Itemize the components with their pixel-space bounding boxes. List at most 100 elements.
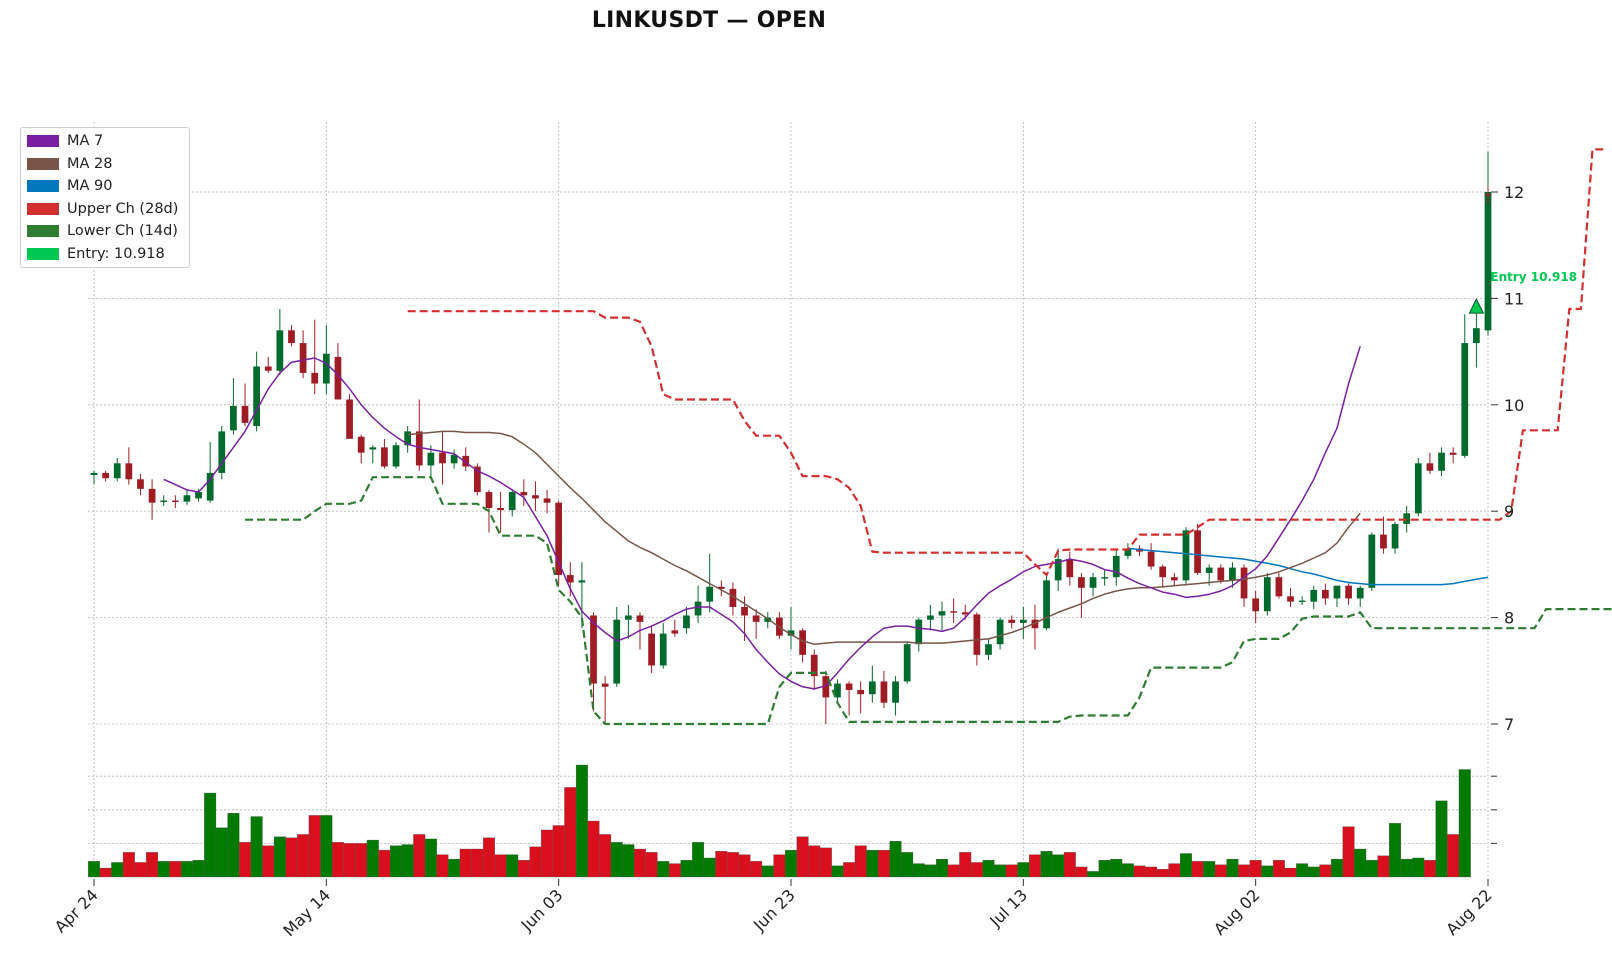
candle-body <box>450 454 458 464</box>
volume-bar <box>1238 864 1251 878</box>
candle-body <box>439 452 446 464</box>
candle-body <box>90 472 98 476</box>
candle-body <box>927 615 934 620</box>
volume-bar <box>924 864 937 878</box>
candle-body <box>1310 589 1318 602</box>
volume-bar <box>1203 861 1216 878</box>
chart-legend: MA 7 MA 28 MA 90 Upper Ch (28d) Lower Ch (14… <box>20 127 190 268</box>
volume-bar <box>1168 863 1181 878</box>
candle-body <box>253 366 261 427</box>
candle-body <box>171 500 179 502</box>
candle-body <box>160 500 168 502</box>
candle-body <box>218 431 226 473</box>
volume-bar <box>1040 851 1053 878</box>
legend-label: Upper Ch (28d) <box>67 200 179 217</box>
candle-body <box>659 633 667 666</box>
candle-body <box>1380 534 1387 549</box>
volume-bar <box>390 845 402 878</box>
volume-bar <box>436 854 449 878</box>
volume-bar <box>483 837 495 878</box>
candle-body <box>1031 619 1039 629</box>
candle-body <box>1089 577 1097 588</box>
volume-bar <box>366 839 379 878</box>
candle-body <box>1229 567 1236 581</box>
ma90-line <box>1127 547 1489 586</box>
volume-bar <box>506 854 519 878</box>
candle-body <box>996 619 1004 645</box>
candle-body <box>578 580 586 583</box>
candle-body <box>1333 585 1341 599</box>
candle-body <box>508 492 516 511</box>
volume-bar <box>796 836 809 878</box>
candle-body <box>264 366 272 371</box>
candle-body <box>787 630 795 636</box>
volume-bar <box>378 849 391 878</box>
volume-bar <box>308 815 321 878</box>
candle-body <box>125 463 133 480</box>
x-tick-label: Aug 22 <box>1442 885 1496 939</box>
candle-body <box>857 689 865 695</box>
volume-bar <box>1377 855 1390 878</box>
volume-bar <box>657 861 670 878</box>
volume-bar <box>552 825 565 878</box>
volume-bar <box>146 852 159 878</box>
volume-bar <box>1121 863 1134 878</box>
volume-bar <box>1063 852 1076 878</box>
volume-bar <box>1156 869 1169 878</box>
volume-bar <box>1214 864 1227 878</box>
volume-bar <box>831 865 844 878</box>
legend-swatch <box>27 157 59 170</box>
candle-body <box>613 619 621 684</box>
candle-body <box>1391 523 1399 549</box>
candle-body <box>985 644 992 655</box>
volume-bar <box>1075 866 1088 878</box>
legend-item: MA 7 <box>21 130 189 153</box>
volume-bar <box>726 852 739 878</box>
candle-body <box>590 615 597 684</box>
volume-bar <box>1458 769 1471 878</box>
legend-item: Lower Ch (14d) <box>21 220 189 243</box>
volume-bar <box>1110 858 1123 878</box>
volume-bar <box>947 864 960 878</box>
candle-body <box>206 472 214 501</box>
volume-bar <box>1226 858 1239 878</box>
candle-body <box>799 630 806 655</box>
volume-bar <box>680 860 693 878</box>
candle-body <box>427 452 435 466</box>
candle-body <box>1043 580 1050 629</box>
y-tick-label: 9 <box>1504 502 1514 521</box>
volume-bar <box>401 844 414 878</box>
volume-bar <box>1145 866 1158 878</box>
volume-bar <box>622 844 635 878</box>
legend-item: MA 28 <box>21 153 189 176</box>
candle-body <box>1449 452 1457 455</box>
candle-body <box>1147 551 1155 567</box>
candle-body <box>1240 567 1248 599</box>
volume-bar <box>413 834 426 878</box>
y-tick-label: 8 <box>1504 609 1514 628</box>
candle-body <box>311 372 319 384</box>
volume-bar <box>959 852 972 878</box>
legend-label: Entry: 10.918 <box>67 245 165 262</box>
volume-bar <box>994 864 1007 878</box>
candle-body <box>961 612 969 615</box>
candle-body <box>415 431 423 466</box>
candle-body <box>1438 452 1445 471</box>
volume-bar <box>529 846 542 878</box>
legend-label: Lower Ch (14d) <box>67 223 178 240</box>
y-tick-label: 7 <box>1504 715 1514 734</box>
chart-title: LINKUSDT — OPEN <box>591 8 827 33</box>
axes: Apr 24 May 14 Jun 03 Jun 23 Jul 13 Aug 02 Aug … <box>51 183 1525 940</box>
candle-body <box>357 436 365 453</box>
volume-bar <box>773 854 786 878</box>
candle-body <box>299 343 307 373</box>
volume-bar <box>936 858 948 878</box>
volume-bar <box>634 848 646 878</box>
candle-body <box>1019 619 1027 623</box>
candle-body <box>938 611 946 616</box>
volume-bar <box>866 849 879 878</box>
volume-bar <box>1307 866 1320 878</box>
volume-bar <box>1180 853 1192 878</box>
volume-bar <box>645 852 658 878</box>
